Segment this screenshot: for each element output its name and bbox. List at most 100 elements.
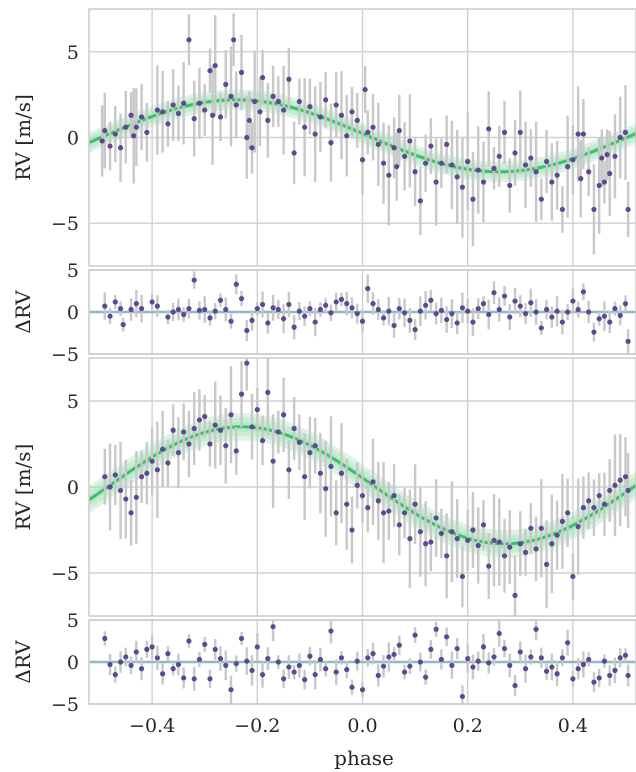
data-point [302,677,308,683]
data-point [533,309,539,315]
x-tick-label: −0.4 [129,715,175,737]
data-point [144,129,150,135]
data-point [133,494,139,500]
y-tick-label: −5 [51,344,79,366]
data-point [244,134,250,141]
data-point [423,160,429,166]
data-point [480,301,487,307]
data-point [596,493,602,499]
x-tick-label: −0.2 [234,715,280,737]
data-point [578,176,584,182]
data-point [391,145,397,151]
data-point [102,303,108,309]
data-point [286,301,292,308]
data-point [291,669,297,675]
y-tick-label: −5 [51,563,79,585]
data-point [512,150,518,156]
data-point [286,664,292,670]
y-axis-label: RV [m/s] [11,94,35,181]
data-point [375,498,381,504]
data-point [302,124,308,130]
data-point [254,407,260,413]
plot-area [89,271,636,354]
data-point [459,184,466,190]
data-point [617,134,623,141]
data-point [554,308,560,314]
data-point [191,425,197,432]
data-point [128,306,134,313]
data-point [522,666,529,672]
data-point [612,482,618,488]
data-point [249,424,255,430]
data-point [559,518,565,525]
data-point [596,316,602,322]
panel-res1: −5 0 5 ΔRV [11,260,636,366]
data-point [196,307,203,313]
data-point [365,285,371,292]
data-point [380,663,387,669]
data-point [454,536,460,542]
data-point [281,676,287,682]
data-point [359,493,366,499]
data-point [454,320,460,326]
data-point [559,655,565,661]
data-point [512,682,518,689]
data-point [307,653,313,659]
data-point [244,327,250,334]
data-point [438,530,444,537]
y-tick-label: 5 [67,42,79,64]
data-point [217,297,224,303]
data-point [259,301,266,308]
data-point [612,153,618,159]
data-point [359,687,366,693]
data-point [428,297,434,303]
data-point [396,522,402,528]
data-point [217,427,224,433]
data-point [449,662,455,668]
data-point [412,501,418,507]
data-point [396,642,402,648]
data-point [549,179,555,185]
axes-frame [88,8,636,267]
data-point [480,644,487,650]
data-point [275,306,281,313]
data-point [328,310,334,316]
data-point [604,152,610,158]
data-point [202,306,208,313]
data-point [412,632,418,638]
data-point [570,573,576,580]
data-point [165,460,171,466]
data-point [517,541,523,547]
data-point [417,198,423,204]
data-point [454,174,460,180]
data-point [181,675,187,681]
data-point [102,474,108,480]
data-point [328,463,334,469]
data-point [354,658,360,664]
panel-rv2: −5 0 5 RV [m/s] [11,357,636,617]
data-point [223,443,229,449]
data-point [302,474,308,480]
data-point [349,527,355,533]
data-point [312,672,318,678]
data-point [496,306,502,313]
y-tick-label: 0 [67,128,79,150]
data-point [238,635,245,642]
plot-area [89,358,636,616]
data-point [433,515,439,521]
data-point [517,649,523,655]
data-point [417,529,423,535]
data-point [423,674,429,680]
y-tick-label: 0 [67,477,79,499]
data-point [465,537,471,543]
data-point [428,646,434,653]
data-point [470,319,476,325]
data-point [607,487,613,494]
data-point [112,131,118,137]
data-point [265,117,271,123]
data-point [543,158,550,165]
data-point [344,301,350,307]
data-point [212,62,218,69]
data-point [365,505,371,511]
data-point [591,679,597,685]
